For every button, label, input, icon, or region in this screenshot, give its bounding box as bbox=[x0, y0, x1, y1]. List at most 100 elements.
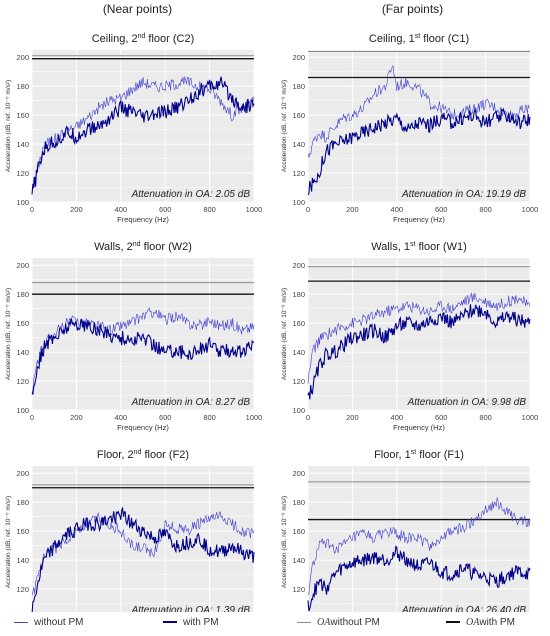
panel-title-main: Walls, 1 bbox=[371, 241, 410, 253]
x-tick-label: 200 bbox=[70, 205, 83, 214]
legend-without-pm: without PM bbox=[14, 612, 83, 632]
panel-title: Floor, 1st floor (F1) bbox=[374, 449, 464, 461]
x-tick-label: 200 bbox=[346, 205, 359, 214]
y-axis-label: Acceleration (dB, ref. 10⁻⁶ m/s²) bbox=[281, 496, 288, 588]
y-tick-label: 180 bbox=[292, 290, 305, 299]
panel-title: Ceiling, 1st floor (C1) bbox=[369, 33, 469, 45]
y-tick-label: 100 bbox=[292, 406, 305, 415]
panel-title: Ceiling, 2nd floor (C2) bbox=[92, 33, 195, 45]
y-tick-label: 180 bbox=[16, 498, 29, 507]
attenuation-annotation: Attenuation in OA: 2.05 dB bbox=[131, 189, 251, 200]
series-without-pm bbox=[31, 307, 255, 395]
legend-swatch-oa-without-pm bbox=[297, 621, 311, 623]
chart-panel-5: Floor, 1st floor (F1)1001201401601802000… bbox=[281, 449, 531, 612]
y-tick-label: 140 bbox=[16, 140, 29, 149]
attenuation-value: 8.27 dB bbox=[216, 397, 251, 408]
x-tick-label: 600 bbox=[435, 205, 448, 214]
x-tick-label: 400 bbox=[115, 205, 128, 214]
y-tick-label: 140 bbox=[16, 556, 29, 565]
x-tick-label: 600 bbox=[435, 413, 448, 422]
y-tick-label: 200 bbox=[292, 469, 305, 478]
x-tick-label: 1000 bbox=[522, 413, 539, 422]
attenuation-annotation: Attenuation in OA: 26.40 dB bbox=[401, 605, 526, 612]
y-tick-label: 100 bbox=[16, 198, 29, 207]
legend-oa-label-2: OA bbox=[466, 616, 480, 628]
x-tick-label: 800 bbox=[203, 413, 216, 422]
x-axis-label: Frequency (Hz) bbox=[393, 423, 445, 432]
series-without-pm bbox=[31, 511, 255, 596]
chart-panel-4: Floor, 2nd floor (F2)1001201401601802000… bbox=[5, 449, 255, 612]
panel-title-rest: floor (C2) bbox=[145, 33, 194, 45]
panel-title-rest: floor (F1) bbox=[416, 449, 464, 461]
x-tick-label: 600 bbox=[159, 413, 172, 422]
y-tick-label: 120 bbox=[292, 169, 305, 178]
x-tick-label: 400 bbox=[115, 413, 128, 422]
y-axis-label: Acceleration (dB, ref. 10⁻⁶ m/s²) bbox=[5, 496, 12, 588]
x-axis-label: Frequency (Hz) bbox=[117, 215, 169, 224]
x-tick-label: 800 bbox=[479, 413, 492, 422]
x-axis-label: Frequency (Hz) bbox=[117, 423, 169, 432]
panel-title-rest: floor (W1) bbox=[415, 241, 466, 253]
y-tick-label: 140 bbox=[292, 556, 305, 565]
attenuation-value: 2.05 dB bbox=[215, 189, 251, 200]
legend-oa-label-1: OA bbox=[317, 616, 331, 628]
y-tick-label: 120 bbox=[292, 585, 305, 594]
panel-title-main: Floor, 1 bbox=[374, 449, 411, 461]
legend-oa-without-pm: OA without PM bbox=[297, 612, 380, 632]
chart-panel-0: Ceiling, 2nd floor (C2) 100 120 140 160 180 20… bbox=[5, 33, 262, 224]
series-with-pm bbox=[31, 506, 255, 612]
y-tick-label: 160 bbox=[16, 111, 29, 120]
y-tick-label: 120 bbox=[292, 377, 305, 386]
near-points-header: (Near points) bbox=[102, 2, 173, 16]
x-tick-label: 400 bbox=[391, 205, 404, 214]
y-tick-label: 160 bbox=[16, 319, 29, 328]
panel-title-main: Walls, 2 bbox=[94, 241, 133, 253]
y-tick-label: 100 bbox=[292, 198, 305, 207]
panel-title-sup: nd bbox=[133, 241, 141, 248]
x-tick-label: 200 bbox=[346, 413, 359, 422]
x-tick-label: 1000 bbox=[246, 413, 263, 422]
panel-title-sup: st bbox=[410, 241, 416, 248]
legend-oa-with-pm: OA with PM bbox=[446, 612, 515, 632]
y-tick-label: 200 bbox=[292, 261, 305, 270]
x-tick-label: 0 bbox=[306, 413, 310, 422]
series-without-pm bbox=[307, 65, 531, 158]
x-tick-label: 600 bbox=[159, 205, 172, 214]
panel-title-rest: floor (C1) bbox=[420, 33, 469, 45]
x-tick-label: 0 bbox=[30, 205, 34, 214]
series-with-pm bbox=[31, 76, 255, 195]
chart-panels: Ceiling, 2nd floor (C2) 100 120 140 160 180 20… bbox=[5, 33, 538, 612]
attenuation-prefix: Attenuation in OA: bbox=[407, 397, 492, 408]
panel-title-sup: st bbox=[415, 33, 421, 40]
chart-panel-2: Walls, 2nd floor (W2) 100 120 140 160 180 200 0… bbox=[5, 241, 262, 432]
attenuation-value: 19.19 dB bbox=[486, 189, 526, 200]
y-tick-label: 140 bbox=[292, 140, 305, 149]
attenuation-annotation: Attenuation in OA: 9.98 dB bbox=[407, 397, 527, 408]
far-points-header: (Far points) bbox=[381, 2, 444, 16]
attenuation-annotation: Attenuation in OA: 8.27 dB bbox=[131, 397, 251, 408]
attenuation-value: 9.98 dB bbox=[492, 397, 527, 408]
x-tick-label: 1000 bbox=[246, 205, 263, 214]
plot-background bbox=[308, 258, 530, 410]
legend-label-oa-without-pm: without PM bbox=[330, 616, 380, 628]
legend-swatch-with-pm bbox=[163, 621, 177, 623]
series-without-pm bbox=[31, 75, 255, 191]
series-with-pm bbox=[307, 107, 531, 196]
chart-panel-1: Ceiling, 1st floor (C1) 100 120 140 160 180 20… bbox=[281, 33, 538, 224]
panel-title-sup: st bbox=[411, 449, 417, 456]
y-tick-label: 120 bbox=[16, 377, 29, 386]
attenuation-prefix: Attenuation in OA: bbox=[401, 605, 486, 612]
plot-background bbox=[32, 466, 254, 612]
y-tick-label: 120 bbox=[16, 585, 29, 594]
y-tick-label: 140 bbox=[16, 348, 29, 357]
attenuation-annotation: Attenuation in OA: 19.19 dB bbox=[401, 189, 526, 200]
x-tick-label: 800 bbox=[479, 205, 492, 214]
plot-background bbox=[32, 50, 254, 202]
attenuation-value: 1.39 dB bbox=[216, 605, 251, 612]
chart-panel-3: Walls, 1st floor (W1) 100 120 140 160 180 200 0… bbox=[281, 241, 538, 432]
y-tick-label: 160 bbox=[16, 527, 29, 536]
panel-title-sup: nd bbox=[138, 33, 146, 40]
attenuation-prefix: Attenuation in OA: bbox=[131, 189, 216, 200]
legend-with-pm: with PM bbox=[163, 612, 219, 632]
legend-swatch-oa-with-pm bbox=[446, 621, 460, 623]
